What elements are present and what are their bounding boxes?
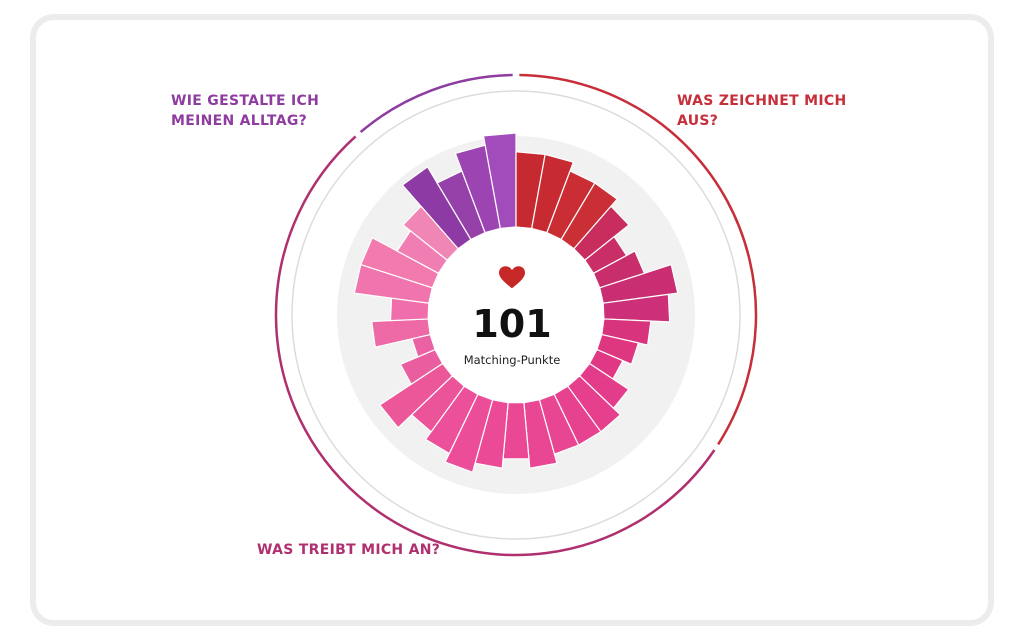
group-arc-3 (274, 135, 716, 557)
group-arc-2 (519, 73, 758, 446)
group-arc-1 (359, 73, 513, 134)
heart-icon (499, 266, 525, 289)
group-label-zeichnet: WAS ZEICHNET MICH AUS? (677, 93, 847, 129)
inner-ring (291, 90, 741, 540)
group-label-alltag: WIE GESTALTE ICH MEINEN ALLTAG? (171, 93, 320, 129)
center-disc (428, 227, 604, 403)
matching-score-label: Matching-Punkte (463, 353, 561, 367)
matching-score: 101 (472, 302, 552, 346)
group-label-treibt: WAS TREIBT MICH AN? (257, 542, 441, 558)
